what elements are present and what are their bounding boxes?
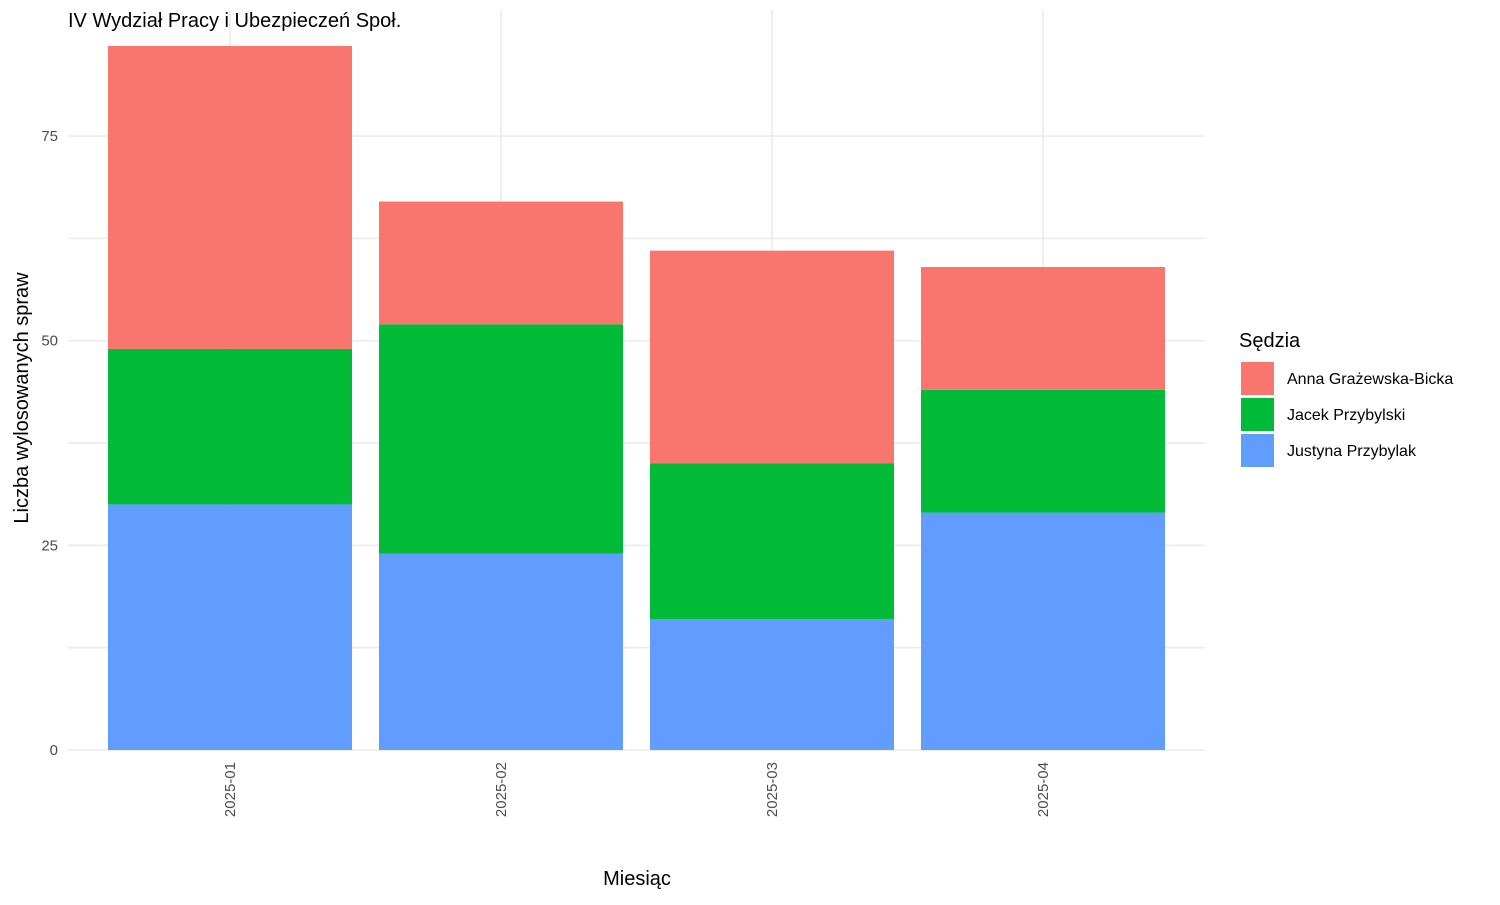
x-axis-title: Miesiąc xyxy=(603,868,671,890)
legend-swatch xyxy=(1241,398,1274,431)
bar-segment xyxy=(650,463,894,620)
x-axis-ticks: 2025-01 2025-02 2025-03 2025-04 xyxy=(222,762,1052,817)
x-tick-label: 2025-01 xyxy=(222,762,239,817)
bar-segment xyxy=(650,250,894,464)
legend-swatch xyxy=(1241,434,1274,467)
legend-label: Justyna Przybylak xyxy=(1287,443,1417,460)
legend-title: Sędzia xyxy=(1239,330,1301,352)
y-tick-label: 75 xyxy=(41,128,58,145)
y-axis-ticks: 0 25 50 75 xyxy=(41,128,58,759)
bar-segment xyxy=(921,267,1165,390)
legend-swatch xyxy=(1241,362,1274,395)
chart-title: IV Wydział Pracy i Ubezpieczeń Społ. xyxy=(68,10,401,32)
legend-label: Anna Grażewska-Bicka xyxy=(1287,371,1453,388)
bar-segment xyxy=(108,504,352,750)
bar-segment xyxy=(379,324,623,554)
x-tick-label: 2025-03 xyxy=(764,762,781,817)
x-tick-label: 2025-04 xyxy=(1035,762,1052,817)
legend: Sędzia Anna Grażewska-Bicka Jacek Przybyl… xyxy=(1239,330,1453,467)
y-tick-label: 25 xyxy=(41,537,58,554)
y-axis-title: Liczba wylosowanych spraw xyxy=(11,272,33,524)
bar-segment xyxy=(379,201,623,325)
x-tick-label: 2025-02 xyxy=(493,762,510,817)
bar-segment xyxy=(921,389,1165,513)
bar-segment xyxy=(379,553,623,750)
bar-segment xyxy=(921,512,1165,750)
y-tick-label: 50 xyxy=(41,333,58,350)
legend-items: Anna Grażewska-Bicka Jacek Przybylski Just… xyxy=(1241,362,1453,467)
bar-segment xyxy=(108,348,352,505)
bars xyxy=(108,46,1165,750)
bar-segment xyxy=(108,46,352,349)
legend-label: Jacek Przybylski xyxy=(1287,407,1405,424)
y-tick-label: 0 xyxy=(50,742,58,759)
bar-segment xyxy=(650,619,894,750)
